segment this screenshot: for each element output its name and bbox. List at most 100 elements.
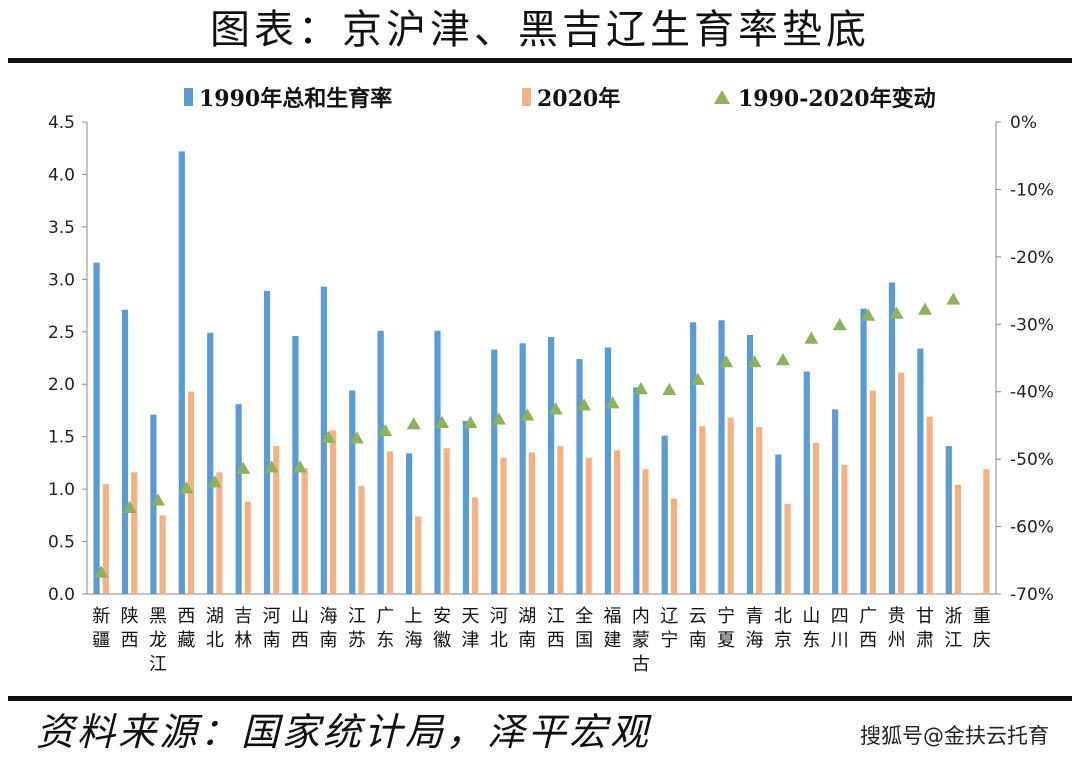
bar-1990 — [661, 435, 668, 594]
x-tick-label: 西 — [859, 630, 877, 651]
bar-1990 — [633, 387, 640, 594]
left-tick-label: 1.5 — [48, 428, 75, 448]
bar-1990 — [235, 404, 242, 594]
change-marker — [463, 415, 478, 428]
legend-triangle-icon — [714, 90, 730, 104]
bar-2020 — [471, 497, 479, 594]
bar-2020 — [727, 417, 734, 594]
bar-1990 — [604, 347, 612, 594]
x-tick-label: 河 — [263, 606, 281, 627]
x-tick-label: 庆 — [973, 630, 991, 651]
bar-2020 — [812, 442, 820, 594]
right-tick-label: -30% — [1010, 315, 1054, 335]
right-tick-label: -40% — [1010, 383, 1054, 403]
x-tick-label: 南 — [319, 630, 337, 651]
x-tick-label: 海 — [319, 606, 337, 627]
change-marker — [804, 331, 819, 344]
right-tick-label: -50% — [1010, 450, 1054, 470]
change-marker — [378, 423, 393, 437]
bar-2020 — [926, 416, 933, 594]
x-tick-label: 江 — [149, 654, 167, 675]
bar-1990 — [93, 262, 100, 594]
bar-1990 — [803, 371, 810, 594]
bar-1990 — [178, 151, 185, 594]
x-tick-label: 州 — [888, 630, 906, 651]
x-tick-label: 北 — [490, 630, 508, 651]
bar-2020 — [699, 426, 706, 594]
x-tick-label: 林 — [234, 630, 252, 651]
bar-2020 — [954, 484, 962, 594]
change-marker — [94, 565, 109, 578]
bar-1990 — [888, 282, 896, 594]
x-tick-label: 东 — [802, 630, 820, 651]
x-tick-label: 北 — [206, 630, 224, 651]
x-tick-label: 古 — [632, 654, 650, 675]
x-tick-label: 上 — [405, 606, 423, 627]
bar-2020 — [301, 468, 308, 594]
x-tick-label: 青 — [746, 606, 764, 627]
x-tick-label: 南 — [518, 630, 536, 651]
x-tick-label: 陕 — [121, 606, 139, 627]
legend-label-change: 1990-2020年变动 — [738, 86, 936, 112]
change-marker — [861, 308, 876, 321]
bar-2020 — [898, 372, 905, 594]
change-marker — [122, 500, 137, 513]
x-tick-label: 藏 — [177, 630, 195, 651]
bar-2020 — [386, 451, 393, 594]
change-marker — [690, 372, 705, 385]
x-tick-label: 黑 — [149, 606, 167, 627]
bar-2020 — [642, 469, 649, 594]
x-tick-label: 蒙 — [632, 630, 650, 651]
x-tick-label: 山 — [802, 606, 820, 627]
left-tick-label: 3.0 — [48, 270, 75, 290]
right-tick-label: -60% — [1010, 518, 1054, 538]
x-tick-label: 苏 — [348, 630, 366, 651]
change-marker — [633, 382, 648, 395]
change-marker — [491, 412, 506, 425]
bar-2020 — [443, 448, 450, 594]
x-tick-label: 北 — [774, 606, 792, 627]
change-marker — [264, 460, 279, 473]
bar-1990 — [519, 343, 526, 594]
x-tick-label: 江 — [348, 606, 366, 627]
change-marker — [349, 431, 364, 444]
x-tick-label: 四 — [831, 606, 849, 627]
change-marker — [151, 493, 166, 506]
right-tick-label: -70% — [1010, 585, 1054, 605]
x-tick-label: 河 — [490, 606, 508, 627]
bar-1990 — [405, 453, 413, 594]
bar-1990 — [832, 409, 839, 594]
bar-2020 — [329, 430, 337, 594]
bar-2020 — [585, 457, 592, 594]
x-tick-label: 甘 — [916, 606, 934, 627]
change-marker — [775, 353, 790, 366]
bar-2020 — [131, 472, 138, 594]
left-tick-label: 3.5 — [48, 218, 75, 238]
bar-1990 — [377, 330, 384, 594]
x-tick-label: 天 — [461, 606, 479, 627]
left-tick-label: 4.0 — [48, 165, 75, 185]
change-marker — [548, 402, 563, 415]
change-marker — [747, 355, 762, 368]
x-tick-label: 海 — [405, 630, 423, 651]
bar-1990 — [121, 309, 129, 594]
x-tick-label: 重 — [973, 606, 991, 627]
x-tick-label: 徽 — [433, 630, 451, 651]
x-tick-label: 南 — [689, 630, 707, 651]
bar-1990 — [292, 335, 299, 594]
x-tick-label: 龙 — [149, 630, 167, 651]
x-tick-label: 国 — [575, 630, 593, 651]
change-marker — [520, 408, 535, 421]
change-marker — [321, 430, 336, 443]
bar-1990 — [576, 359, 583, 594]
x-tick-label: 辽 — [660, 606, 678, 627]
bar-2020 — [159, 515, 166, 594]
x-tick-label: 津 — [461, 630, 479, 651]
bar-1990 — [207, 332, 214, 594]
change-marker — [917, 302, 932, 315]
x-tick-label: 新 — [92, 606, 110, 627]
left-tick-label: 4.5 — [48, 113, 75, 133]
change-marker — [577, 398, 592, 411]
x-tick-label: 广 — [859, 606, 877, 627]
x-tick-label: 安 — [433, 606, 451, 627]
